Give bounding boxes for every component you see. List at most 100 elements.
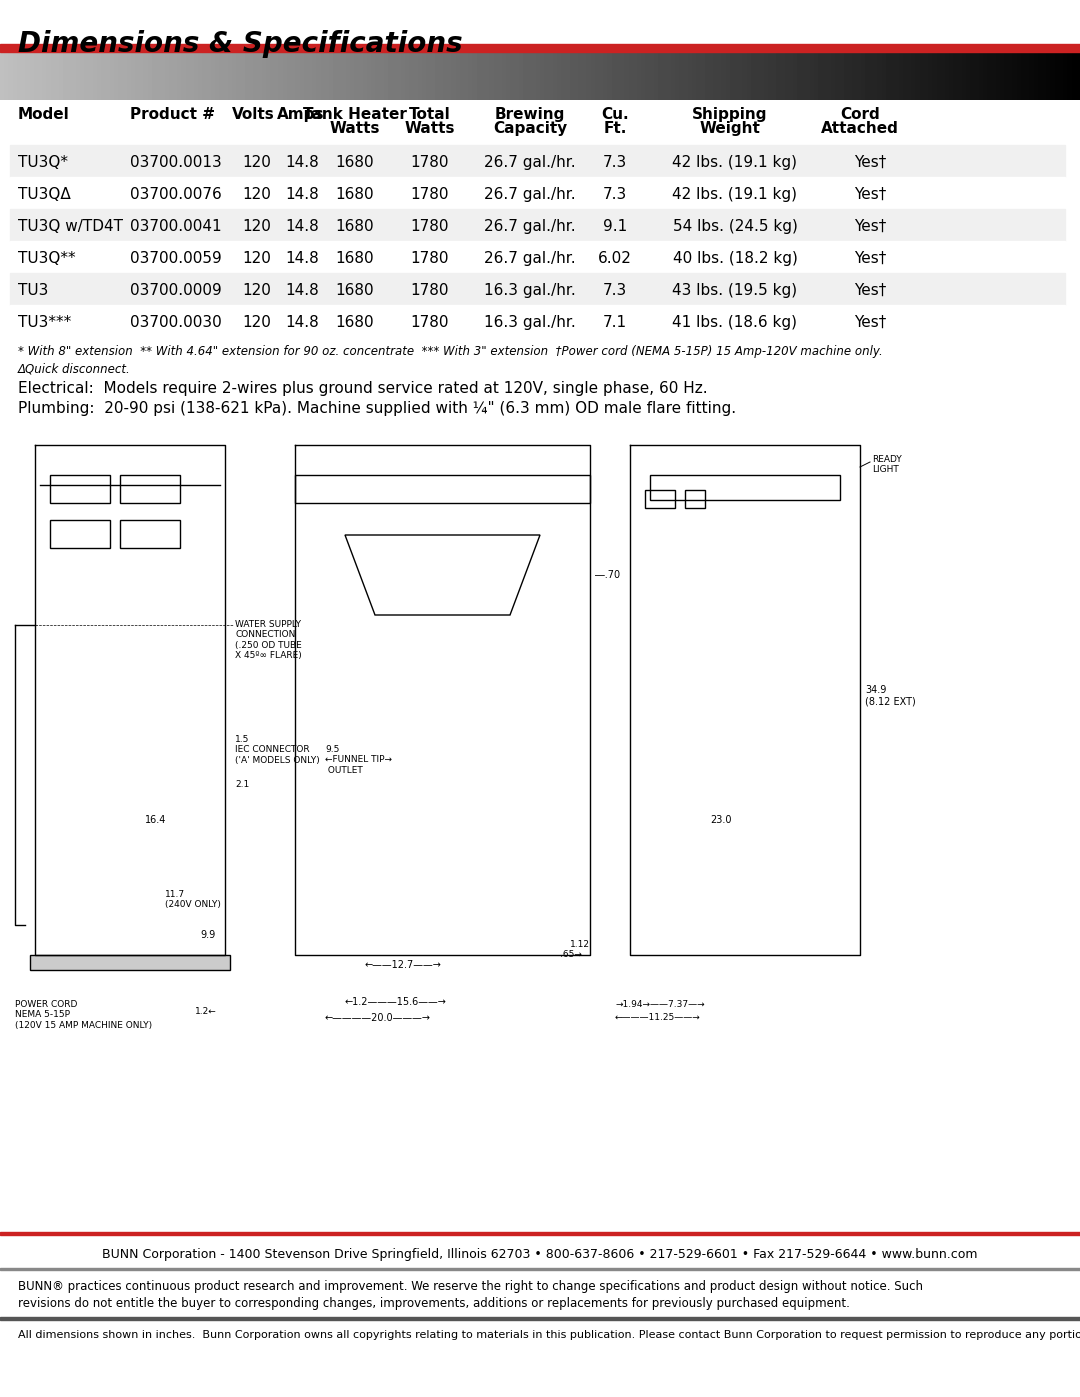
Text: 03700.0041: 03700.0041 — [130, 219, 221, 235]
Text: 16.3 gal./hr.: 16.3 gal./hr. — [484, 314, 576, 330]
Text: WATER SUPPLY
CONNECTION
(.250 OD TUBE
X 45º∞ FLARE): WATER SUPPLY CONNECTION (.250 OD TUBE X … — [235, 620, 301, 661]
Text: 1680: 1680 — [336, 251, 375, 265]
Text: TU3Q**: TU3Q** — [18, 251, 76, 265]
Text: Plumbing:  20-90 psi (138-621 kPa). Machine supplied with ¼" (6.3 mm) OD male fl: Plumbing: 20-90 psi (138-621 kPa). Machi… — [18, 401, 737, 416]
Text: 1.2←: 1.2← — [195, 1007, 217, 1016]
Text: BUNN Corporation - 1400 Stevenson Drive Springfield, Illinois 62703 • 800-637-86: BUNN Corporation - 1400 Stevenson Drive … — [103, 1248, 977, 1261]
Bar — [0, 43, 1080, 52]
Text: 2.1: 2.1 — [235, 780, 249, 789]
Text: Yes†: Yes† — [854, 187, 886, 203]
Text: 14.8: 14.8 — [285, 187, 319, 203]
Text: 7.3: 7.3 — [603, 187, 627, 203]
Bar — [0, 1268, 1080, 1270]
Text: Product #: Product # — [130, 108, 215, 122]
Text: Yes†: Yes† — [854, 284, 886, 298]
Text: 03700.0076: 03700.0076 — [130, 187, 221, 203]
Text: 1.12: 1.12 — [570, 940, 590, 949]
Text: 1.5
IEC CONNECTOR
('A' MODELS ONLY): 1.5 IEC CONNECTOR ('A' MODELS ONLY) — [235, 735, 320, 764]
Text: Total: Total — [409, 108, 450, 122]
Text: TU3: TU3 — [18, 284, 49, 298]
Text: ←————20.0———→: ←————20.0———→ — [325, 1013, 431, 1023]
Text: Cu.: Cu. — [602, 108, 629, 122]
Text: READY
LIGHT: READY LIGHT — [872, 455, 902, 475]
Text: Cord: Cord — [840, 108, 880, 122]
Text: 120: 120 — [242, 219, 271, 235]
Bar — [10, 177, 1065, 210]
Text: 14.8: 14.8 — [285, 314, 319, 330]
Text: Yes†: Yes† — [854, 155, 886, 170]
Bar — [0, 1232, 1080, 1235]
Text: Yes†: Yes† — [854, 219, 886, 235]
Text: Tank Heater: Tank Heater — [303, 108, 407, 122]
Text: TU3QΔ: TU3QΔ — [18, 187, 71, 203]
Text: 120: 120 — [242, 155, 271, 170]
Text: 14.8: 14.8 — [285, 219, 319, 235]
Text: 14.8: 14.8 — [285, 155, 319, 170]
Bar — [30, 956, 230, 970]
Bar — [685, 490, 705, 509]
Text: Model: Model — [18, 108, 70, 122]
Text: 23.0: 23.0 — [710, 814, 731, 826]
Text: 26.7 gal./hr.: 26.7 gal./hr. — [484, 219, 576, 235]
Text: Brewing: Brewing — [495, 108, 565, 122]
Bar — [10, 272, 1065, 305]
Text: * With 8" extension  ** With 4.64" extension for 90 oz. concentrate  *** With 3": * With 8" extension ** With 4.64" extens… — [18, 345, 882, 358]
Text: TU3Q w/TD4T: TU3Q w/TD4T — [18, 219, 123, 235]
Text: Amps: Amps — [276, 108, 324, 122]
Text: .65→: .65→ — [561, 950, 582, 958]
Bar — [10, 305, 1065, 337]
Text: 11.7
(240V ONLY): 11.7 (240V ONLY) — [165, 890, 221, 909]
Text: All dimensions shown in inches.  Bunn Corporation owns all copyrights relating t: All dimensions shown in inches. Bunn Cor… — [18, 1330, 1080, 1340]
Text: Yes†: Yes† — [854, 251, 886, 265]
Text: 6.02: 6.02 — [598, 251, 632, 265]
Text: Attached: Attached — [821, 122, 899, 136]
Text: 34.9
(8.12 EXT): 34.9 (8.12 EXT) — [865, 685, 916, 707]
Text: 1780: 1780 — [410, 314, 449, 330]
Text: 7.3: 7.3 — [603, 155, 627, 170]
Text: 1680: 1680 — [336, 284, 375, 298]
Text: Yes†: Yes† — [854, 314, 886, 330]
Text: Volts: Volts — [232, 108, 274, 122]
Bar — [295, 475, 590, 503]
Bar — [650, 475, 840, 500]
Bar — [10, 145, 1065, 177]
Text: TU3Q*: TU3Q* — [18, 155, 68, 170]
Bar — [0, 1317, 1080, 1320]
Text: 7.1: 7.1 — [603, 314, 627, 330]
Text: 16.4: 16.4 — [145, 814, 166, 826]
Text: 26.7 gal./hr.: 26.7 gal./hr. — [484, 251, 576, 265]
Text: Electrical:  Models require 2-wires plus ground service rated at 120V, single ph: Electrical: Models require 2-wires plus … — [18, 381, 707, 395]
Text: 120: 120 — [242, 251, 271, 265]
Bar — [50, 475, 110, 503]
Text: 1780: 1780 — [410, 187, 449, 203]
Text: Dimensions & Specifications: Dimensions & Specifications — [18, 29, 462, 59]
Text: ←———11.25——→: ←———11.25——→ — [615, 1013, 701, 1023]
Text: Capacity: Capacity — [492, 122, 567, 136]
Text: 03700.0013: 03700.0013 — [130, 155, 221, 170]
Bar — [10, 210, 1065, 242]
Bar — [120, 475, 180, 503]
Text: 1780: 1780 — [410, 284, 449, 298]
Text: 54 lbs. (24.5 kg): 54 lbs. (24.5 kg) — [673, 219, 797, 235]
Text: 120: 120 — [242, 187, 271, 203]
Text: ―.70: ―.70 — [595, 570, 620, 580]
Text: ←——12.7——→: ←——12.7——→ — [365, 960, 442, 970]
Text: 7.3: 7.3 — [603, 284, 627, 298]
Text: BUNN® practices continuous product research and improvement. We reserve the righ: BUNN® practices continuous product resea… — [18, 1280, 923, 1310]
Text: 26.7 gal./hr.: 26.7 gal./hr. — [484, 187, 576, 203]
Text: 9.1: 9.1 — [603, 219, 627, 235]
Text: 41 lbs. (18.6 kg): 41 lbs. (18.6 kg) — [673, 314, 797, 330]
Text: 03700.0009: 03700.0009 — [130, 284, 221, 298]
Text: 42 lbs. (19.1 kg): 42 lbs. (19.1 kg) — [673, 187, 797, 203]
Bar — [645, 490, 675, 509]
Text: ←1.2———15.6——→: ←1.2———15.6——→ — [345, 997, 447, 1007]
Text: 03700.0059: 03700.0059 — [130, 251, 221, 265]
Text: 1680: 1680 — [336, 155, 375, 170]
Text: 1680: 1680 — [336, 219, 375, 235]
Text: 43 lbs. (19.5 kg): 43 lbs. (19.5 kg) — [673, 284, 797, 298]
Text: 1680: 1680 — [336, 314, 375, 330]
Text: 1780: 1780 — [410, 219, 449, 235]
Text: ΔQuick disconnect.: ΔQuick disconnect. — [18, 363, 131, 376]
Bar — [10, 242, 1065, 272]
Text: 14.8: 14.8 — [285, 251, 319, 265]
